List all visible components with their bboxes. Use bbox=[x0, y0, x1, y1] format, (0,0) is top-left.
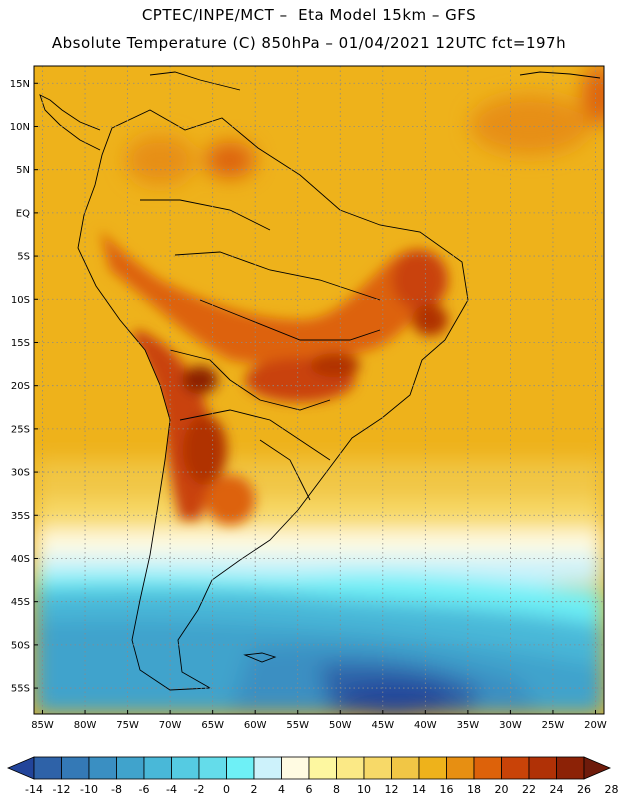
colorbar-max-arrow bbox=[583, 756, 612, 780]
lon-tick-label: 75W bbox=[116, 720, 139, 731]
colorbar-tick-label: 10 bbox=[357, 783, 371, 796]
lat-tick-label: 25S bbox=[11, 424, 30, 435]
colorbar-swatch bbox=[171, 756, 200, 780]
lon-tick-label: 20W bbox=[584, 720, 607, 731]
colorbar-swatch bbox=[308, 756, 337, 780]
lat-tick-label: 10S bbox=[11, 295, 30, 306]
colorbar-swatch bbox=[116, 756, 145, 780]
colorbar-tick-label: 20 bbox=[495, 783, 509, 796]
colorbar-swatch bbox=[61, 756, 90, 780]
colorbar-swatch bbox=[143, 756, 172, 780]
lon-tick-label: 60W bbox=[244, 720, 267, 731]
lon-tick-label: 70W bbox=[159, 720, 182, 731]
lat-tick-label: 55S bbox=[11, 684, 30, 695]
colorbar-swatch bbox=[418, 756, 447, 780]
colorbar-swatch bbox=[528, 756, 557, 780]
colorbar-swatch bbox=[391, 756, 420, 780]
lat-tick-label: 5S bbox=[17, 252, 30, 263]
colorbar-min-arrow bbox=[6, 756, 35, 780]
lat-tick-label: 35S bbox=[11, 511, 30, 522]
longitude-labels: 85W 80W 75W 70W 65W 60W 55W 50W 45W 40W 35W 30W 25W 2… bbox=[31, 710, 607, 731]
colorbar-tick-label: 2 bbox=[251, 783, 258, 796]
colorbar-swatch bbox=[473, 756, 502, 780]
colorbar-tick-label: 14 bbox=[412, 783, 426, 796]
colorbar-tick-label: 22 bbox=[522, 783, 536, 796]
colorbar-tick-label: 18 bbox=[467, 783, 481, 796]
colorbar-swatch bbox=[33, 756, 62, 780]
colorbar-swatch bbox=[226, 756, 255, 780]
colorbar-swatch bbox=[446, 756, 475, 780]
colorbar-tick-label: 0 bbox=[223, 783, 230, 796]
colorbar-tick-label: -8 bbox=[111, 783, 122, 796]
title-line-2: Absolute Temperature (C) 850hPa – 01/04/… bbox=[51, 34, 567, 52]
lon-tick-label: 25W bbox=[542, 720, 565, 731]
colorbar-tick-label: 26 bbox=[577, 783, 591, 796]
colorbar-tick-label: -10 bbox=[80, 783, 98, 796]
colorbar-tick-label: -2 bbox=[194, 783, 205, 796]
lat-tick-label: 20S bbox=[11, 381, 30, 392]
lat-tick-label: 30S bbox=[11, 468, 30, 479]
colorbar-tick-label: 8 bbox=[333, 783, 340, 796]
colorbar-tick-label: 24 bbox=[550, 783, 564, 796]
lat-tick-label: 15S bbox=[11, 338, 30, 349]
lon-tick-label: 80W bbox=[74, 720, 97, 731]
lat-tick-label: 40S bbox=[11, 554, 30, 565]
lat-tick-label: 10N bbox=[10, 122, 30, 133]
colorbar-tick-label: 16 bbox=[440, 783, 454, 796]
lat-tick-label: 15N bbox=[10, 79, 30, 90]
colorbar-swatch bbox=[281, 756, 310, 780]
colorbar-swatch bbox=[336, 756, 365, 780]
colorbar-swatch bbox=[88, 756, 117, 780]
lon-tick-label: 55W bbox=[286, 720, 309, 731]
lon-tick-label: 40W bbox=[414, 720, 437, 731]
colorbar-swatch bbox=[198, 756, 227, 780]
colorbar-tick-label: 6 bbox=[306, 783, 313, 796]
lon-tick-label: 35W bbox=[457, 720, 480, 731]
map-frame bbox=[33, 65, 605, 715]
lon-tick-label: 30W bbox=[499, 720, 522, 731]
colorbar-tick-label: -14 bbox=[25, 783, 43, 796]
colorbar-tick-label: -4 bbox=[166, 783, 177, 796]
lon-tick-label: 50W bbox=[329, 720, 352, 731]
lat-tick-label: 45S bbox=[11, 597, 30, 608]
colorbar-tick-label: -12 bbox=[53, 783, 71, 796]
colorbar-tick-label: 4 bbox=[278, 783, 285, 796]
colorbar-swatch bbox=[253, 756, 282, 780]
temperature-field bbox=[34, 66, 604, 714]
colorbar-tick-label: -6 bbox=[139, 783, 150, 796]
graticule bbox=[34, 66, 604, 714]
title-line-1: CPTEC/INPE/MCT – Eta Model 15km – GFS bbox=[141, 6, 477, 24]
colorbar-swatch bbox=[363, 756, 392, 780]
lat-tick-label: EQ bbox=[16, 208, 30, 219]
lon-tick-label: 65W bbox=[201, 720, 224, 731]
colorbar-tick-label: 12 bbox=[385, 783, 399, 796]
colorbar-tick-label: 28 bbox=[605, 783, 618, 796]
lon-tick-label: 85W bbox=[31, 720, 54, 731]
latitude-labels: 15N 10N 5N EQ 5S 10S 15S 20S 25S 30S 35S 40S 45S 50S 5… bbox=[10, 79, 38, 695]
lat-tick-label: 50S bbox=[11, 640, 30, 651]
colorbar-swatch bbox=[501, 756, 530, 780]
colorbar: -14 -12 -10 -8 -6 -4 -2 0 2 4 6 8 10 12 14 16 18 20 22 24 26… bbox=[6, 756, 618, 796]
colorbar-swatch bbox=[556, 756, 585, 780]
lat-tick-label: 5N bbox=[16, 165, 30, 176]
lon-tick-label: 45W bbox=[371, 720, 394, 731]
